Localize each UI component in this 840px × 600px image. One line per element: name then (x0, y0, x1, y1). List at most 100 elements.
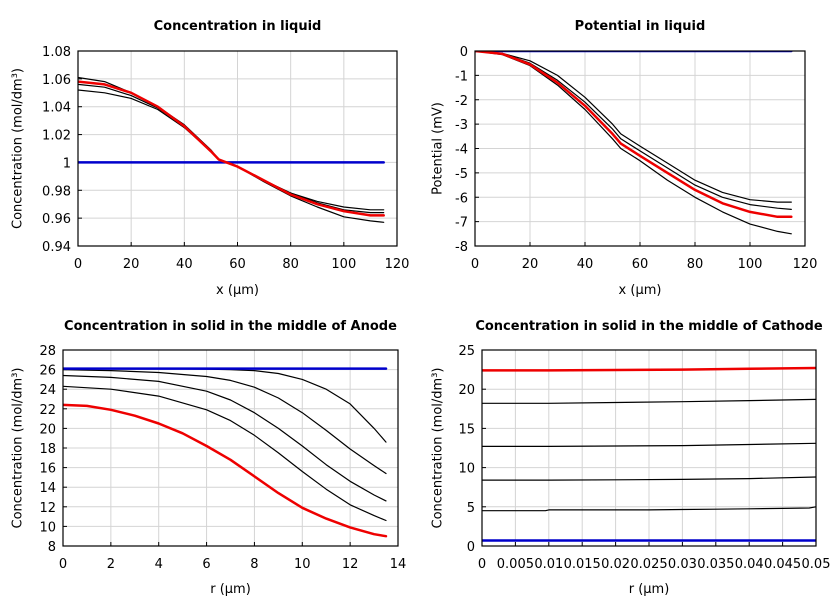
y-axis-label: Concentration (mol/dm³) (431, 368, 446, 529)
y-tick-label: 1.04 (42, 101, 71, 116)
x-tick-label: 0.04 (735, 557, 764, 572)
series-line-t1 (482, 506, 816, 512)
series-line-t2 (482, 476, 816, 481)
x-tick-label: 20 (123, 257, 140, 272)
plot-frame (62, 349, 399, 547)
x-tick-label: 100 (738, 257, 763, 272)
y-tick-label: 0.96 (42, 212, 71, 227)
series-line-final (482, 366, 816, 372)
x-tick-label: 0.015 (564, 557, 601, 572)
x-axis-label: r (µm) (629, 582, 670, 597)
y-tick-label: -8 (455, 240, 468, 255)
y-tick-label: -5 (455, 167, 468, 182)
series-line-t3 (78, 76, 385, 223)
x-tick-label: 14 (390, 557, 407, 572)
series-group (78, 76, 385, 223)
x-tick-label: 0.035 (697, 557, 734, 572)
y-tick-label: 10 (39, 520, 56, 535)
series-group (63, 367, 388, 538)
y-tick-label: 26 (39, 364, 56, 379)
x-tick-label: 10 (294, 557, 311, 572)
x-tick-label: 0.02 (601, 557, 630, 572)
chart-2: 0 20 40 60 80 100 120 -8 -7 -6 -5 -4 -3 -2 -1 0 Potentia… (431, 19, 818, 298)
x-tick-label: 120 (385, 257, 410, 272)
y-tick-label: -7 (455, 216, 468, 231)
y-tick-label: -1 (455, 69, 468, 84)
series-line-t4 (63, 385, 387, 522)
x-tick-label: 12 (342, 557, 359, 572)
y-tick-label: 10 (458, 462, 475, 477)
series-line-t2 (475, 51, 792, 210)
y-tick-label: 1.06 (42, 73, 71, 88)
series-line-t3 (63, 374, 387, 502)
y-tick-label: -2 (455, 94, 468, 109)
y-tick-label: 12 (39, 501, 56, 516)
y-tick-label: 20 (458, 383, 475, 398)
y-tick-label: 0 (460, 45, 468, 60)
y-axis-label: Potential (mV) (431, 102, 446, 195)
x-tick-label: 0.01 (534, 557, 563, 572)
x-tick-label: 4 (155, 557, 163, 572)
x-tick-label: 80 (282, 257, 299, 272)
x-tick-label: 6 (202, 557, 210, 572)
plot-frame (481, 349, 817, 547)
x-tick-label: 120 (793, 257, 818, 272)
x-tick-label: 0.025 (630, 557, 667, 572)
x-axis-label: r (µm) (210, 582, 251, 597)
series-line-final (475, 51, 793, 219)
series-line-t1 (78, 89, 385, 211)
y-tick-label: 16 (39, 462, 56, 477)
y-tick-label: 18 (39, 442, 56, 457)
x-tick-label: 80 (687, 257, 704, 272)
x-axis-label: x (µm) (216, 283, 259, 298)
y-tick-label: 0.98 (42, 184, 71, 199)
series-line-t1 (475, 51, 792, 203)
x-tick-label: 0 (478, 557, 486, 572)
x-tick-label: 40 (577, 257, 594, 272)
series-line-final (78, 80, 385, 217)
series-line-t4 (482, 398, 816, 404)
y-tick-label: 20 (39, 422, 56, 437)
chart-4: 0 0.005 0.01 0.015 0.02 0.025 0.03 0.035 0.04 0.0… (431, 319, 831, 597)
chart-1: 0 20 40 60 80 100 120 0.94 0.96 0.98 1 1.02 1.04 1.06… (11, 19, 410, 298)
y-tick-label: 15 (458, 422, 475, 437)
y-tick-label: 0.94 (42, 240, 71, 255)
x-tick-label: 60 (229, 257, 246, 272)
x-tick-label: 0 (471, 257, 479, 272)
x-tick-label: 60 (632, 257, 649, 272)
series-group (482, 366, 816, 542)
x-tick-label: 0.05 (802, 557, 831, 572)
chart-title: Concentration in solid in the middle of … (64, 319, 397, 334)
plot-frame (474, 50, 806, 247)
y-axis-label: Concentration (mol/dm³) (11, 68, 26, 229)
chart-title: Concentration in solid in the middle of … (475, 319, 823, 334)
y-tick-label: 5 (467, 501, 475, 516)
y-tick-label: 1.02 (42, 129, 71, 144)
x-tick-label: 0.005 (497, 557, 534, 572)
y-tick-label: 25 (458, 344, 475, 359)
y-tick-label: -3 (455, 118, 468, 133)
x-tick-label: 40 (176, 257, 193, 272)
chart-title: Concentration in liquid (154, 19, 322, 34)
x-tick-label: 2 (107, 557, 115, 572)
y-tick-label: -6 (455, 191, 468, 206)
y-tick-label: 8 (48, 540, 56, 555)
y-tick-label: 1.08 (42, 45, 71, 60)
y-tick-label: 1 (63, 156, 71, 171)
series-line-final (63, 403, 388, 538)
series-line-t2 (63, 369, 387, 475)
x-tick-label: 100 (331, 257, 356, 272)
x-axis-label: x (µm) (619, 283, 662, 298)
y-tick-label: 24 (39, 383, 56, 398)
y-tick-label: 0 (467, 540, 475, 555)
y-tick-label: 22 (39, 403, 56, 418)
series-group (475, 51, 793, 235)
x-tick-label: 0.03 (668, 557, 697, 572)
y-tick-label: -4 (455, 143, 468, 158)
x-tick-label: 8 (250, 557, 258, 572)
x-tick-label: 0.045 (764, 557, 801, 572)
y-tick-label: 28 (39, 344, 56, 359)
series-line-t2 (78, 83, 385, 214)
chart-title: Potential in liquid (575, 19, 706, 34)
